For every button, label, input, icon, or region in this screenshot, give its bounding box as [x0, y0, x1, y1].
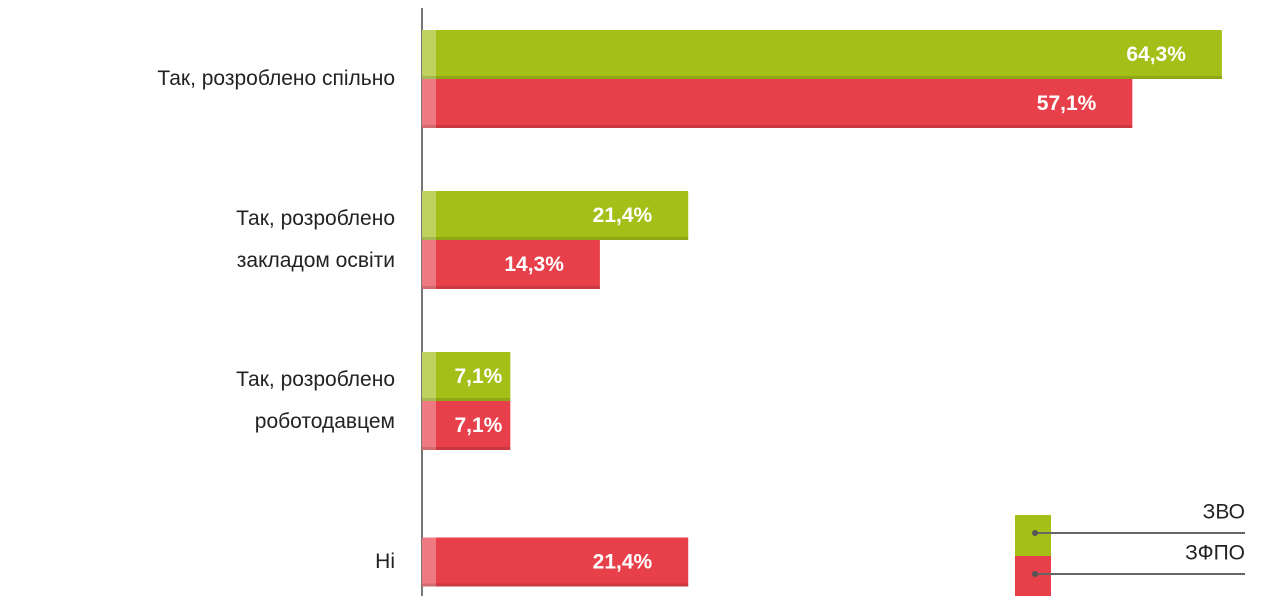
bar-shadow — [422, 286, 600, 289]
bar-shadow — [422, 237, 689, 240]
bar — [422, 79, 1133, 128]
category-label: Ні — [375, 550, 395, 573]
legend-label: ЗВО — [1203, 501, 1245, 524]
bar — [422, 401, 511, 450]
value-label: 7,1% — [454, 365, 502, 388]
bar-shadow — [422, 125, 1133, 128]
bar — [422, 240, 600, 289]
bar-highlight — [422, 352, 436, 401]
bar-highlight — [422, 537, 436, 587]
bar — [422, 537, 689, 587]
legend-swatch — [1015, 515, 1051, 556]
value-label: 7,1% — [454, 414, 502, 437]
bar — [422, 352, 511, 401]
legend-dot — [1032, 530, 1038, 536]
bar-shadow — [422, 583, 689, 587]
value-label: 14,3% — [504, 253, 564, 276]
bar-shadow — [422, 76, 1222, 79]
category-label: Так, розроблено роботодавцем — [236, 368, 395, 433]
category-label: Так, розроблено закладом освіти — [236, 207, 395, 272]
value-label: 21,4% — [593, 551, 653, 574]
bar-highlight — [422, 240, 436, 289]
bar — [422, 30, 1222, 79]
bar-shadow — [422, 398, 511, 401]
legend-dot — [1032, 571, 1038, 577]
value-label: 64,3% — [1126, 43, 1186, 66]
value-label: 21,4% — [593, 204, 653, 227]
value-label: 57,1% — [1037, 92, 1097, 115]
bar — [422, 191, 689, 240]
category-label: Так, розроблено спільно — [157, 67, 395, 90]
bar-highlight — [422, 30, 436, 79]
bar-highlight — [422, 191, 436, 240]
bar-highlight — [422, 79, 436, 128]
bar-shadow — [422, 447, 511, 450]
legend-label: ЗФПО — [1185, 542, 1245, 565]
bar-highlight — [422, 401, 436, 450]
